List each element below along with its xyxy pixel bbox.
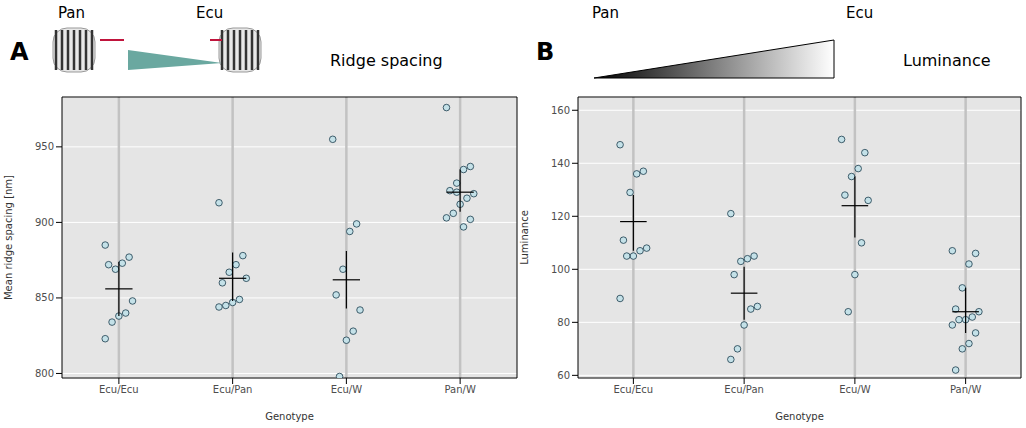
- svg-text:950: 950: [35, 141, 54, 152]
- svg-text:Pan: Pan: [58, 4, 85, 22]
- svg-text:80: 80: [557, 317, 570, 328]
- svg-text:Ecu/W: Ecu/W: [331, 384, 363, 395]
- svg-text:B: B: [536, 38, 554, 66]
- svg-text:120: 120: [551, 211, 570, 222]
- svg-text:Mean ridge spacing [nm]: Mean ridge spacing [nm]: [3, 175, 14, 300]
- svg-text:Pan: Pan: [592, 4, 619, 22]
- svg-text:Genotype: Genotype: [775, 411, 824, 422]
- svg-text:60: 60: [557, 370, 570, 381]
- svg-text:Ecu/Ecu: Ecu/Ecu: [614, 384, 654, 395]
- svg-text:800: 800: [35, 368, 54, 379]
- svg-text:Ecu/W: Ecu/W: [839, 384, 871, 395]
- svg-text:Pan/W: Pan/W: [950, 384, 981, 395]
- svg-text:Ecu/Pan: Ecu/Pan: [213, 384, 253, 395]
- svg-text:100: 100: [551, 264, 570, 275]
- svg-text:140: 140: [551, 158, 570, 169]
- svg-text:Luminance: Luminance: [903, 51, 991, 70]
- svg-text:A: A: [10, 38, 29, 66]
- svg-text:Ridge spacing: Ridge spacing: [330, 51, 443, 70]
- svg-text:Genotype: Genotype: [265, 411, 314, 422]
- svg-text:900: 900: [35, 217, 54, 228]
- svg-text:Ecu: Ecu: [196, 4, 223, 22]
- svg-text:Pan/W: Pan/W: [444, 384, 475, 395]
- svg-text:160: 160: [551, 105, 570, 116]
- svg-text:Ecu/Ecu: Ecu/Ecu: [99, 384, 139, 395]
- svg-text:850: 850: [35, 292, 54, 303]
- svg-text:Ecu: Ecu: [846, 4, 873, 22]
- svg-text:Luminance: Luminance: [519, 210, 530, 265]
- svg-text:Ecu/Pan: Ecu/Pan: [724, 384, 764, 395]
